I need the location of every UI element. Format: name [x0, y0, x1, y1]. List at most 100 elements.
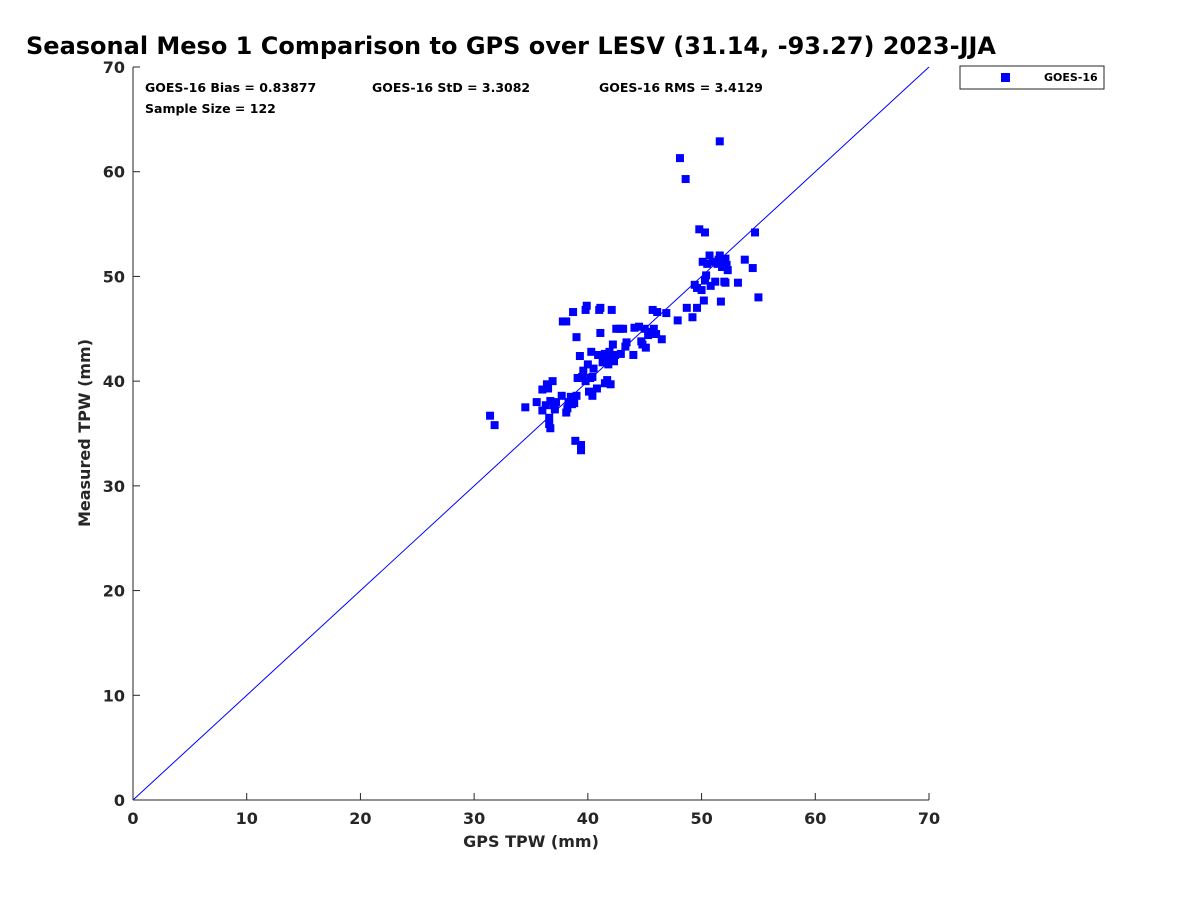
data-point [545, 413, 554, 422]
data-point [681, 175, 690, 184]
data-point [616, 349, 625, 358]
x-tick-label: 20 [349, 809, 371, 828]
x-tick-label: 0 [127, 809, 138, 828]
data-point [688, 313, 697, 322]
data-point [579, 366, 588, 375]
data-point [723, 266, 732, 275]
data-point [563, 404, 572, 413]
data-point [571, 436, 580, 445]
data-point [548, 377, 557, 386]
data-point [699, 296, 708, 305]
stats-annotations: GOES-16 Bias = 0.83877 GOES-16 StD = 3.3… [145, 80, 763, 116]
legend-box [959, 65, 1105, 90]
data-point [490, 421, 499, 430]
legend-label: GOES-16 [1044, 71, 1098, 84]
y-tick-label: 20 [103, 582, 125, 601]
data-point [705, 251, 714, 260]
y-tick-label: 10 [103, 686, 125, 705]
data-point [713, 259, 722, 268]
data-point [693, 303, 702, 312]
data-point [562, 317, 571, 326]
data-point [486, 411, 495, 420]
data-point [751, 228, 760, 237]
data-point [607, 305, 616, 314]
data-point [596, 328, 605, 337]
data-point [605, 347, 614, 356]
x-axis-ticks: 0 10 20 30 40 50 60 70 [127, 793, 940, 828]
data-point [589, 364, 598, 373]
data-point [538, 406, 547, 415]
y-tick-label: 60 [103, 163, 125, 182]
data-point [581, 377, 590, 386]
data-point [700, 276, 709, 285]
data-point [675, 154, 684, 163]
data-point [578, 372, 587, 381]
reference-line-layer [132, 66, 930, 801]
data-point [542, 380, 551, 389]
data-point [611, 350, 620, 359]
data-point [682, 303, 691, 312]
data-point [573, 374, 582, 383]
data-point [588, 391, 597, 400]
data-point [546, 424, 555, 433]
data-point [733, 278, 742, 287]
data-point [722, 260, 731, 269]
data-point [596, 303, 605, 312]
data-point [673, 316, 682, 325]
data-point [604, 360, 613, 369]
y-tick-label: 70 [103, 58, 125, 77]
data-point [581, 305, 590, 314]
data-point [544, 384, 553, 393]
data-point [521, 403, 530, 412]
data-point [748, 264, 757, 273]
plot-area [132, 67, 929, 801]
data-point [546, 397, 555, 406]
data-point [706, 281, 715, 290]
data-point [630, 323, 639, 332]
legend-marker [1001, 73, 1010, 82]
data-point [552, 398, 561, 407]
legend: GOES-16 [959, 65, 1105, 90]
data-point [594, 350, 603, 359]
data-point [695, 225, 704, 234]
data-point [716, 297, 725, 306]
data-point [621, 342, 630, 351]
data-point [577, 441, 586, 450]
data-point [577, 446, 586, 455]
bias-annotation: GOES-16 Bias = 0.83877 [145, 80, 316, 95]
data-point [570, 399, 579, 408]
x-tick-label: 70 [918, 809, 940, 828]
data-point [698, 257, 707, 266]
data-point [657, 335, 666, 344]
data-point [545, 420, 554, 429]
data-point [622, 338, 631, 347]
x-tick-label: 10 [236, 809, 258, 828]
data-point [662, 309, 671, 318]
data-point [653, 308, 662, 317]
data-point [572, 391, 581, 400]
data-point [538, 385, 547, 394]
data-point [721, 278, 730, 287]
data-point [693, 283, 702, 292]
y-tick-label: 0 [114, 791, 125, 810]
data-point [629, 350, 638, 359]
data-point [652, 330, 661, 339]
data-point [635, 322, 644, 331]
data-point [587, 347, 596, 356]
data-point [711, 277, 720, 286]
data-point [715, 251, 724, 260]
x-tick-label: 50 [690, 809, 712, 828]
data-point [557, 391, 566, 400]
data-point [700, 228, 709, 237]
data-point [572, 333, 581, 342]
rms-annotation: GOES-16 RMS = 3.4129 [599, 80, 763, 95]
data-point [641, 343, 650, 352]
data-point [592, 384, 601, 393]
data-point [566, 392, 575, 401]
x-axis-label: GPS TPW (mm) [463, 832, 599, 851]
y-tick-label: 50 [103, 267, 125, 286]
data-point [575, 352, 584, 361]
x-tick-label: 30 [463, 809, 485, 828]
data-point [619, 324, 628, 333]
